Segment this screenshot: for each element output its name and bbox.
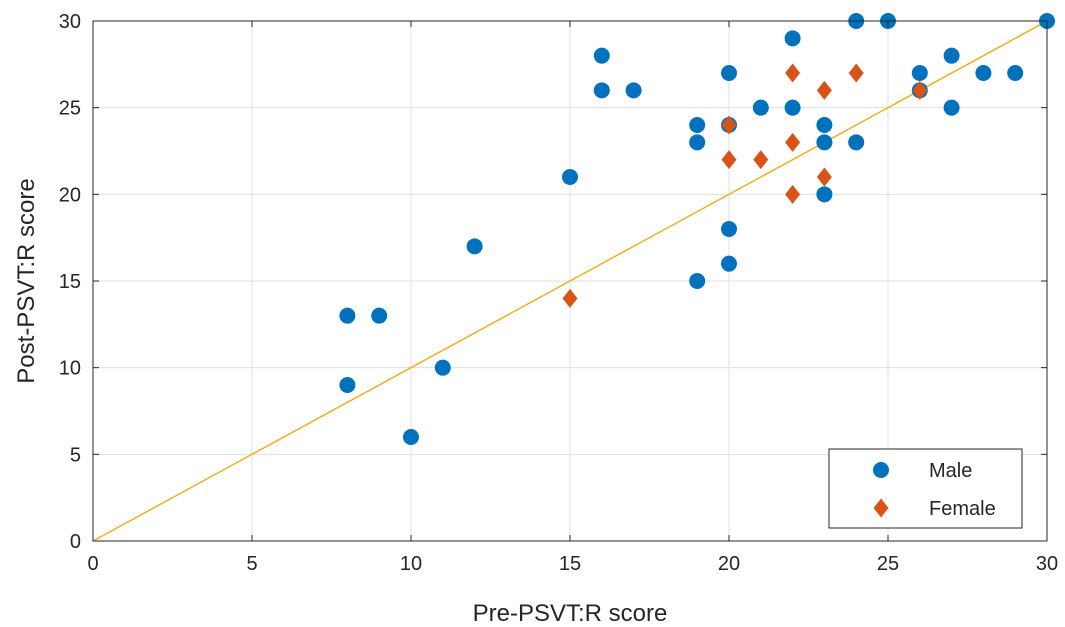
male-data-point (689, 273, 706, 289)
y-tick-label: 5 (70, 444, 81, 466)
legend-female-marker (873, 498, 889, 518)
x-tick-label: 0 (87, 553, 98, 575)
male-data-point (593, 82, 610, 99)
male-data-point (1007, 65, 1024, 81)
female-data-point (785, 184, 801, 204)
data-points (339, 13, 1055, 445)
female-data-point (753, 150, 769, 170)
axis-ticks: 0 5 10 15 20 25 30 0 5 10 15 20 25 30 (59, 11, 1058, 575)
legend-male-marker (873, 462, 889, 478)
male-data-point (816, 134, 833, 151)
male-data-point (975, 65, 992, 81)
y-axis-label: Post-PSVT:R score (13, 178, 40, 383)
male-data-point (848, 134, 865, 151)
female-data-point (816, 167, 832, 187)
female-data-point (848, 63, 864, 83)
legend-box (828, 448, 1023, 529)
x-tick-label: 10 (400, 553, 422, 575)
x-axis-label: Pre-PSVT:R score (473, 600, 668, 627)
male-data-point (721, 221, 737, 237)
male-data-point (784, 99, 801, 116)
male-data-point (911, 65, 928, 81)
y-tick-label: 20 (59, 184, 81, 206)
female-data-point (562, 288, 578, 308)
male-data-point (784, 30, 801, 47)
y-tick-label: 15 (59, 271, 81, 293)
male-data-point (339, 307, 356, 324)
x-tick-label: 5 (246, 553, 257, 575)
male-data-point (721, 255, 737, 272)
female-data-point (785, 63, 801, 83)
male-data-point (689, 117, 706, 133)
female-data-point (816, 80, 832, 100)
female-data-point (721, 150, 737, 170)
male-data-point (816, 186, 833, 203)
male-data-point (943, 99, 960, 116)
legend: Male Female (828, 448, 1023, 529)
male-data-point (339, 377, 356, 393)
y-tick-label: 10 (59, 358, 81, 380)
legend-female-label: Female (929, 498, 996, 520)
male-data-point (816, 117, 833, 133)
female-data-point (721, 115, 737, 135)
male-data-point (562, 169, 578, 185)
y-tick-label: 0 (70, 531, 81, 553)
x-tick-label: 25 (877, 553, 899, 575)
x-tick-label: 20 (718, 553, 740, 575)
x-tick-label: 30 (1036, 553, 1058, 575)
male-data-point (721, 65, 737, 81)
male-data-point (466, 238, 483, 255)
male-data-point (689, 134, 706, 151)
male-data-point (434, 359, 451, 376)
reference-line-group (92, 20, 1048, 542)
male-data-point (371, 307, 388, 324)
y-tick-label: 25 (59, 98, 81, 120)
x-tick-label: 15 (559, 553, 581, 575)
male-data-point (403, 429, 419, 445)
male-data-point (752, 99, 769, 116)
legend-male-label: Male (929, 460, 972, 482)
male-data-point (593, 47, 610, 64)
male-data-point (625, 82, 642, 99)
male-data-point (943, 47, 960, 64)
female-data-point (785, 132, 801, 152)
y-tick-label: 30 (59, 11, 81, 33)
female-data-point (912, 80, 928, 100)
reference-line (92, 20, 1048, 542)
